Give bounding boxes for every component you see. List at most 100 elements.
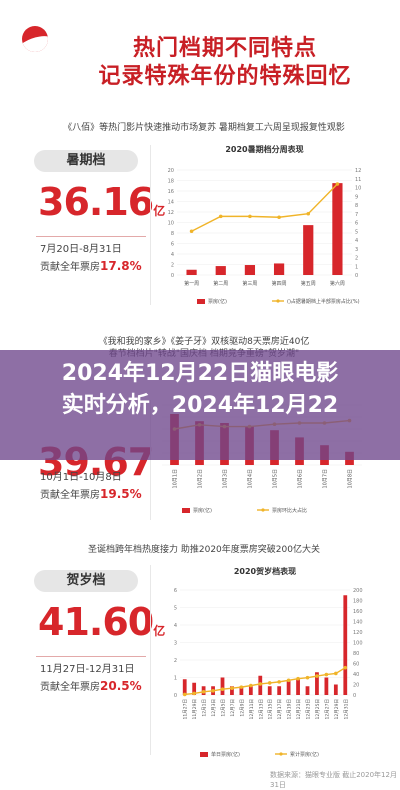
summer-period: 7月20日-8月31日 (40, 244, 122, 255)
y-tick-left: 3 (174, 641, 177, 647)
x-tick-label: 第六周 (330, 280, 345, 287)
series-point (192, 691, 196, 696)
bar (215, 266, 226, 275)
y-tick-right: 60 (353, 662, 359, 668)
y-tick-right: 200 (353, 588, 363, 594)
national-share-row: 贡献全年票房19.5% (40, 487, 142, 501)
bar (182, 679, 187, 695)
national-share: 19.5% (100, 487, 142, 501)
y-tick-right: 7 (355, 212, 358, 218)
y-tick-left: 0 (171, 273, 174, 279)
summer-unit: 亿 (153, 204, 165, 218)
series-line (184, 667, 346, 696)
bar (192, 682, 197, 695)
y-tick-right: 10 (355, 186, 361, 192)
y-tick-left: 2 (174, 658, 177, 664)
x-tick-label: 第一周 (184, 280, 199, 287)
series-line (191, 183, 338, 232)
bar (305, 686, 310, 695)
x-tick-label: 10月5日 (273, 469, 279, 489)
newyear-value: 41.60亿 (38, 600, 165, 644)
x-tick-label: 第五周 (301, 280, 316, 287)
y-tick-right: 12 (355, 168, 361, 174)
y-tick-left: 4 (174, 623, 177, 629)
x-tick-label: 10月1日 (173, 469, 179, 489)
series-point (334, 671, 338, 676)
series-point (248, 214, 252, 219)
summer-chart: 2020暑期档分周表现02468101214161820012345678910… (168, 144, 362, 305)
bar (186, 269, 197, 275)
summer-caption: 《八佰》等热门影片快速推动市场复苏 暑期档复工六周呈现报复性观影 (63, 123, 345, 133)
y-tick-right: 0 (353, 693, 356, 699)
series-point (286, 678, 291, 683)
y-tick-right: 40 (353, 672, 359, 678)
y-tick-left: 6 (174, 588, 177, 594)
y-tick-right: 4 (355, 238, 358, 244)
x-tick-label: 12月3日 (211, 699, 217, 717)
bar (332, 183, 343, 275)
y-tick-right: 6 (355, 221, 358, 227)
series-point (218, 214, 223, 219)
series-point (182, 692, 187, 697)
series-point (324, 672, 329, 677)
page-title-line1: 热门档期不同特点 (132, 36, 317, 61)
y-tick-left: 6 (171, 242, 174, 248)
x-tick-label: 第三周 (242, 280, 257, 287)
national-period-block: 10月1日-10月8日 贡献全年票房19.5% (40, 470, 142, 504)
legend-bar-label: 票房(亿) (208, 298, 227, 305)
bar (315, 672, 319, 695)
series-point (343, 665, 348, 670)
series-point (305, 675, 310, 680)
y-tick-left: 14 (168, 200, 174, 206)
x-tick-label: 12月31日 (343, 699, 349, 719)
y-tick-left: 5 (174, 606, 177, 612)
x-tick-label: 12月21日 (296, 699, 302, 719)
bar (248, 686, 253, 695)
legend-line-dot (276, 299, 280, 303)
summer-divider (36, 236, 146, 237)
bar (303, 225, 314, 275)
x-tick-label: 10月4日 (248, 469, 254, 489)
series-point (296, 676, 300, 681)
x-tick-label: 12月5日 (221, 699, 227, 717)
x-tick-label: 11月27日 (183, 699, 189, 719)
y-tick-right: 8 (355, 203, 358, 209)
legend-bar-swatch (182, 508, 190, 513)
summer-share-row: 贡献全年票房17.8% (40, 259, 142, 273)
x-tick-label: 12月15日 (268, 699, 274, 719)
bar (277, 686, 282, 695)
legend-line-dot (279, 752, 283, 756)
series-point (306, 211, 311, 216)
y-tick-left: 16 (168, 189, 174, 195)
series-point (230, 686, 234, 690)
y-tick-left: 1 (174, 676, 177, 682)
y-tick-right: 20 (353, 683, 359, 689)
newyear-divider (36, 656, 146, 657)
bar (273, 263, 285, 275)
y-tick-right: 0 (355, 273, 358, 279)
series-point (267, 681, 272, 685)
x-tick-label: 10月7日 (323, 469, 329, 489)
series-point (315, 674, 319, 678)
x-tick-label: 10月6日 (298, 469, 304, 489)
banner-line2: 实时分析，2024年12月22 (61, 393, 339, 418)
series-point (335, 182, 340, 186)
x-tick-label: 12月11日 (249, 699, 255, 719)
legend-line-label: 累计票房(亿) (290, 751, 319, 758)
series-point (201, 690, 206, 694)
x-tick-label: 12月7日 (230, 699, 236, 717)
x-tick-label: 第四周 (272, 280, 287, 287)
headline-banner (0, 350, 400, 460)
series-point (258, 682, 263, 686)
newyear-separator (150, 565, 151, 755)
x-tick-label: 10月8日 (348, 469, 354, 489)
chart-title: 2020贺岁档表现 (234, 566, 296, 576)
x-tick-label: 12月29日 (334, 699, 340, 719)
series-point (239, 685, 244, 689)
y-tick-left: 4 (171, 252, 174, 258)
legend-line-label: 票房环比大占比 (272, 507, 307, 514)
x-tick-label: 第二周 (213, 280, 228, 287)
legend-bar-label: 单日票房(亿) (211, 751, 240, 758)
series-point (189, 229, 194, 234)
legend-line-label: ()占据暑期档上半部票房占比(%) (287, 298, 360, 305)
